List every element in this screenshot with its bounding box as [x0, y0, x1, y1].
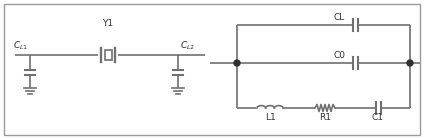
Circle shape	[234, 60, 240, 66]
Circle shape	[407, 60, 413, 66]
Bar	[104, 50, 112, 60]
Text: Y1: Y1	[103, 19, 114, 28]
Text: $C_{L1}$: $C_{L1}$	[13, 39, 28, 52]
Text: L1: L1	[265, 113, 275, 122]
Text: R1: R1	[319, 113, 331, 122]
Text: C0: C0	[333, 51, 345, 60]
Text: $C_{L2}$: $C_{L2}$	[180, 39, 195, 52]
Text: CL: CL	[333, 13, 344, 22]
Text: C1: C1	[372, 113, 384, 122]
